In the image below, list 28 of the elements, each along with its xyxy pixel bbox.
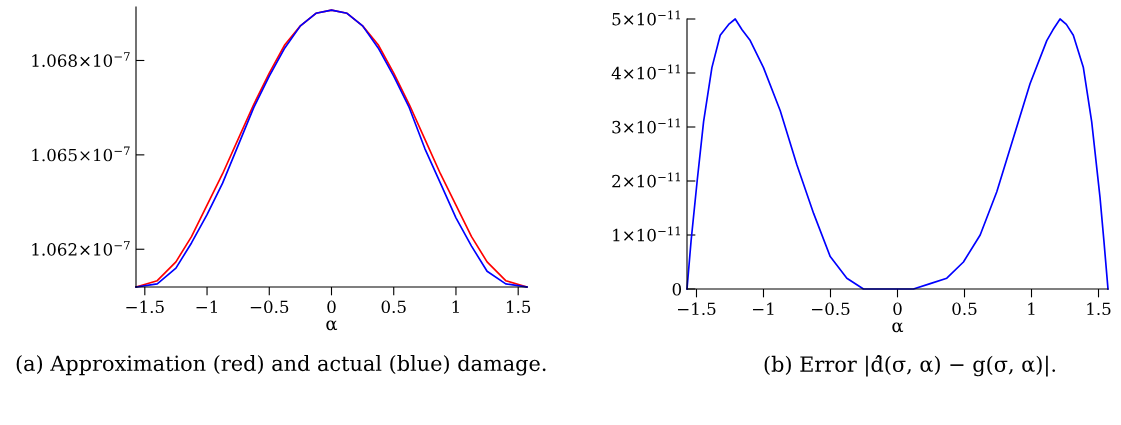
y-tick-label: 3×10$^{−11}$: [612, 118, 681, 134]
y-tick-label: 4×10$^{−11}$: [611, 64, 681, 80]
x-tick-label: −0.5: [250, 300, 289, 314]
y-tick-label: 1.065×10$^{−7}$: [32, 146, 130, 162]
x-tick-label: 1.5: [506, 300, 531, 314]
x-axis-title: α: [892, 322, 904, 333]
y-tick-label: 5×10$^{−11}$: [612, 10, 681, 26]
y-tick-label: 1.068×10$^{−7}$: [32, 52, 130, 67]
x-tick-label: −1: [752, 302, 774, 315]
y-tick-label: 1.062×10$^{−7}$: [32, 240, 130, 256]
line-series: [686, 18, 1109, 290]
x-tick-label: −1: [196, 300, 217, 313]
x-tick-label: 1: [1028, 302, 1035, 315]
text: (a) Approximation (red) and actual (blue) damage.: [16, 355, 546, 376]
x-tick-label: −1.5: [678, 302, 716, 316]
x-tick-label: −0.5: [812, 302, 850, 316]
x-tick-label: 0.5: [952, 302, 977, 316]
y-tick-label: 1×10$^{−11}$: [613, 226, 681, 242]
y-tick-label: 0: [672, 282, 682, 296]
x-tick-label: −1.5: [126, 300, 164, 314]
x-axis-title: α: [326, 320, 338, 331]
x-tick-label: 1: [452, 300, 459, 313]
y-tick-label: 2×10$^{−11}$: [612, 172, 681, 188]
x-tick-label: 0: [893, 302, 902, 316]
x-tick-label: 0.5: [381, 300, 406, 314]
text: (b) Error |d̂(σ, α) − g(σ, α)|.: [764, 355, 1056, 377]
x-tick-label: 1.5: [1087, 302, 1111, 316]
x-tick-label: 0: [327, 300, 336, 314]
